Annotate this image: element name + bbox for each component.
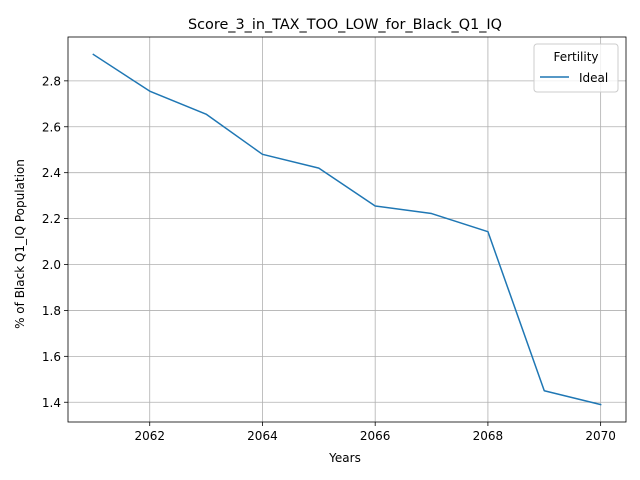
y-tick-label: 2.0 [42,258,61,272]
chart-title: Score_3_in_TAX_TOO_LOW_for_Black_Q1_IQ [188,17,502,33]
x-tick-label: 2066 [360,429,391,443]
x-axis: 2062 2064 2066 2068 2070 [134,422,616,443]
legend: Fertility Ideal [533,43,619,93]
series-line-ideal [92,53,602,406]
series-layer [92,53,602,406]
x-tick-label: 2070 [585,429,616,443]
y-tick-label: 2.8 [42,74,61,88]
x-tick-label: 2064 [247,429,278,443]
legend-box [533,43,619,93]
plot-area-frame [67,36,627,423]
legend-label-ideal: Ideal [579,71,608,85]
y-tick-label: 1.6 [42,350,61,364]
y-tick-label: 2.6 [42,120,61,134]
legend-title: Fertility [553,50,598,64]
y-tick-label: 1.8 [42,304,61,318]
grid [68,37,626,422]
y-axis: 1.4 1.6 1.8 2.0 2.2 2.4 2.6 2.8 [42,74,68,410]
x-tick-label: 2068 [473,429,504,443]
y-tick-label: 2.4 [42,166,61,180]
y-tick-label: 2.2 [42,212,61,226]
x-tick-label: 2062 [134,429,165,443]
x-axis-label: Years [328,451,361,465]
y-axis-label: % of Black Q1_IQ Population [13,159,27,329]
y-tick-label: 1.4 [42,396,61,410]
